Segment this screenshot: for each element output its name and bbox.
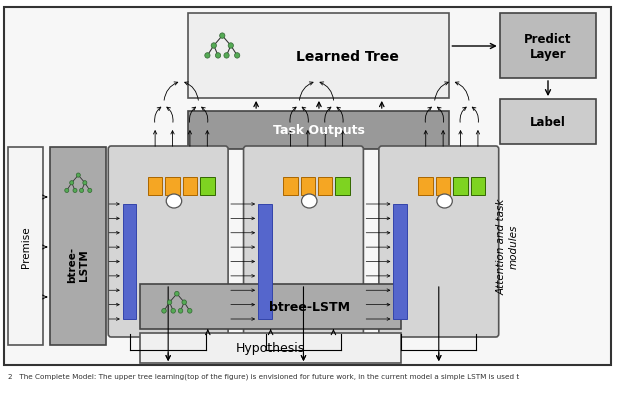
Circle shape <box>83 181 87 185</box>
Circle shape <box>211 44 216 49</box>
Text: Label: Label <box>530 116 566 129</box>
Circle shape <box>182 300 186 305</box>
Circle shape <box>188 309 192 313</box>
Bar <box>182 178 197 196</box>
Circle shape <box>175 292 179 296</box>
Bar <box>140 284 401 329</box>
Bar <box>335 178 350 196</box>
Circle shape <box>162 309 166 313</box>
Text: btree-
LSTM: btree- LSTM <box>67 246 89 282</box>
Circle shape <box>179 309 183 313</box>
Bar <box>500 100 596 145</box>
Circle shape <box>228 44 234 49</box>
Circle shape <box>88 189 92 193</box>
Bar <box>200 178 214 196</box>
Bar <box>188 112 449 150</box>
Bar <box>301 178 315 196</box>
Circle shape <box>224 54 229 59</box>
Text: Attention and task
modules: Attention and task modules <box>497 198 518 294</box>
Bar <box>51 148 106 345</box>
FancyBboxPatch shape <box>108 147 228 337</box>
Circle shape <box>216 54 221 59</box>
Bar <box>140 333 401 363</box>
Bar <box>165 178 180 196</box>
Circle shape <box>70 181 74 185</box>
Bar <box>258 205 271 319</box>
Bar <box>394 205 407 319</box>
Bar <box>123 205 136 319</box>
Bar <box>500 14 596 79</box>
Bar <box>283 178 298 196</box>
Bar <box>436 178 451 196</box>
Text: 2   The Complete Model: The upper tree learning(top of the figure) is envisioned: 2 The Complete Model: The upper tree lea… <box>8 373 519 380</box>
Ellipse shape <box>166 194 182 209</box>
Text: Premise: Premise <box>20 226 31 267</box>
Bar <box>8 148 44 345</box>
Text: Predict
Layer: Predict Layer <box>524 33 572 61</box>
Circle shape <box>220 34 225 39</box>
Circle shape <box>167 300 172 305</box>
Circle shape <box>76 174 80 178</box>
Text: Learned Tree: Learned Tree <box>296 50 399 64</box>
Bar <box>148 178 163 196</box>
Circle shape <box>65 189 69 193</box>
FancyBboxPatch shape <box>379 147 499 337</box>
Bar <box>419 178 433 196</box>
Circle shape <box>234 54 240 59</box>
Bar <box>453 178 468 196</box>
Circle shape <box>171 309 175 313</box>
Text: Hypothesis: Hypothesis <box>236 342 305 354</box>
Bar <box>318 178 332 196</box>
Text: Task Outputs: Task Outputs <box>273 124 365 137</box>
FancyBboxPatch shape <box>244 147 364 337</box>
Circle shape <box>73 189 77 193</box>
Ellipse shape <box>437 194 452 209</box>
Circle shape <box>79 189 84 193</box>
Bar <box>188 14 449 99</box>
Ellipse shape <box>301 194 317 209</box>
Circle shape <box>205 54 210 59</box>
Bar <box>470 178 485 196</box>
Text: btree-LSTM: btree-LSTM <box>269 301 350 314</box>
Bar <box>4 8 611 365</box>
